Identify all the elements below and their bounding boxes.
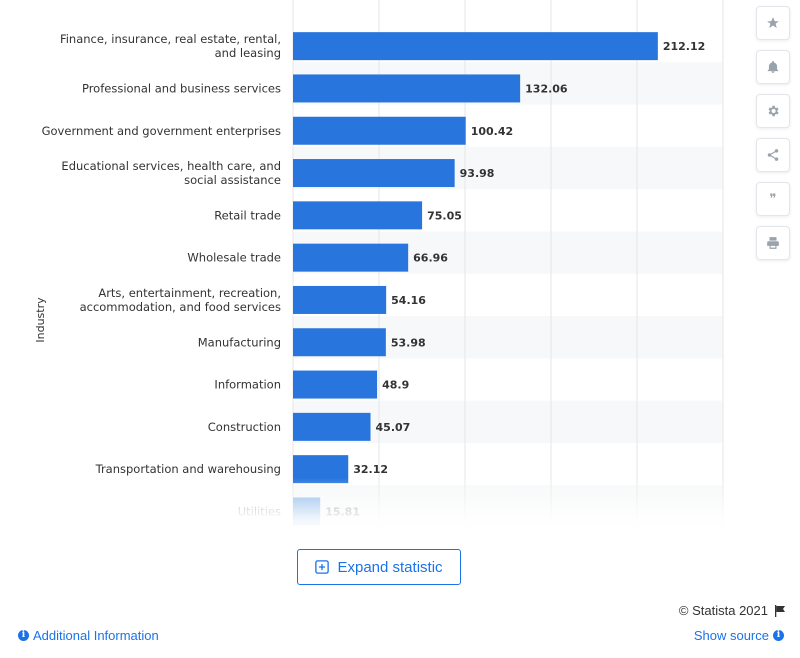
gear-icon bbox=[768, 105, 779, 117]
bar[interactable] bbox=[293, 74, 521, 103]
category-label: Information bbox=[214, 378, 281, 392]
settings-button[interactable] bbox=[756, 94, 790, 128]
bar[interactable] bbox=[293, 455, 349, 484]
copyright: © Statista 2021 bbox=[679, 603, 786, 618]
y-axis-title: Industry bbox=[34, 297, 47, 343]
quote-icon: ❞ bbox=[769, 191, 777, 206]
notification-button[interactable] bbox=[756, 50, 790, 84]
value-label: 15.81 bbox=[325, 505, 360, 518]
show-source-link[interactable]: Show source i bbox=[694, 628, 784, 643]
copyright-text: © Statista 2021 bbox=[678, 603, 768, 618]
share-icon bbox=[767, 149, 779, 161]
bar[interactable] bbox=[293, 159, 455, 188]
bar[interactable] bbox=[293, 497, 321, 526]
expand-statistic-button[interactable]: Expand statistic bbox=[297, 549, 461, 585]
value-label: 66.96 bbox=[413, 252, 448, 265]
bell-icon bbox=[767, 61, 779, 73]
info-icon: i bbox=[773, 630, 784, 641]
category-label: Finance, insurance, real estate, rental,… bbox=[60, 32, 281, 60]
category-label: Arts, entertainment, recreation, accommod… bbox=[80, 286, 281, 314]
show-source-label: Show source bbox=[693, 628, 769, 643]
bar[interactable] bbox=[293, 412, 371, 441]
bar[interactable] bbox=[293, 370, 378, 399]
favorite-button[interactable] bbox=[756, 6, 790, 40]
category-label: Wholesale trade bbox=[187, 251, 281, 265]
category-label: Transportation and warehousing bbox=[95, 462, 281, 476]
value-label: 132.06 bbox=[525, 82, 568, 95]
share-button[interactable] bbox=[756, 138, 790, 172]
bar[interactable] bbox=[293, 116, 466, 145]
value-label: 75.05 bbox=[427, 209, 462, 222]
star-icon bbox=[767, 17, 779, 28]
print-button[interactable] bbox=[756, 226, 790, 260]
category-label: Government and government enterprises bbox=[42, 124, 281, 138]
category-label: Retail trade bbox=[214, 208, 281, 222]
bar[interactable] bbox=[293, 328, 386, 357]
additional-information-label: Additional Information bbox=[33, 628, 159, 643]
side-toolbar: ❞ bbox=[756, 6, 790, 270]
info-icon: i bbox=[18, 630, 29, 641]
category-label: Construction bbox=[208, 420, 281, 434]
value-label: 48.9 bbox=[382, 379, 409, 392]
category-label: Educational services, health care, and so… bbox=[61, 159, 281, 187]
additional-information-link[interactable]: i Additional Information bbox=[18, 628, 159, 643]
value-label: 45.07 bbox=[376, 421, 411, 434]
category-label: Manufacturing bbox=[198, 335, 281, 349]
flag-icon[interactable] bbox=[774, 604, 786, 617]
bar[interactable] bbox=[293, 201, 423, 230]
bar[interactable] bbox=[293, 285, 387, 314]
value-label: 212.12 bbox=[663, 40, 705, 53]
category-label: Professional and business services bbox=[82, 81, 281, 95]
value-label: 53.98 bbox=[391, 336, 426, 349]
print-icon bbox=[767, 237, 779, 249]
expand-statistic-label: Expand statistic bbox=[337, 558, 443, 576]
value-label: 100.42 bbox=[471, 125, 513, 138]
plus-square-icon bbox=[315, 560, 330, 574]
bar-chart: Industry Finance, insurance, real estate,… bbox=[34, 0, 724, 528]
bar[interactable] bbox=[293, 32, 658, 61]
value-label: 93.98 bbox=[460, 167, 495, 180]
value-label: 54.16 bbox=[391, 294, 426, 307]
cite-button[interactable]: ❞ bbox=[756, 182, 790, 216]
category-label: Utilities bbox=[238, 504, 281, 518]
value-label: 32.12 bbox=[353, 463, 388, 476]
bar[interactable] bbox=[293, 243, 409, 272]
